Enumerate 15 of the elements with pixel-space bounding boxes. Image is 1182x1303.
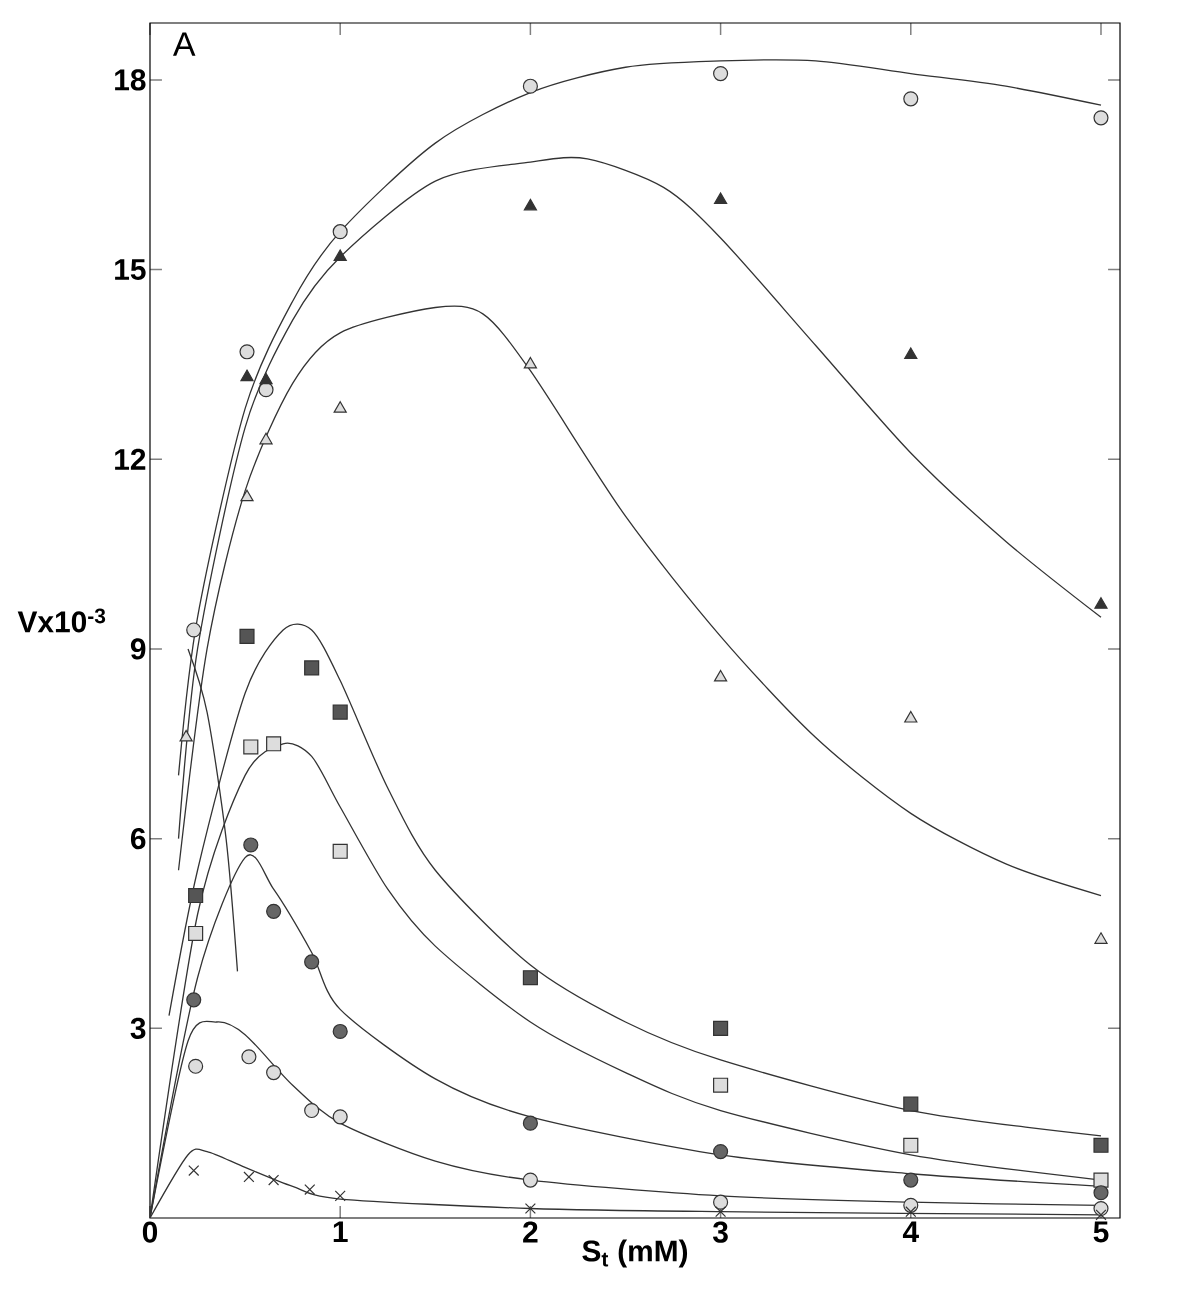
y-tick-label: 6 (130, 828, 146, 850)
x-tick-label: 4 (902, 1221, 919, 1243)
x-tick-label: 1 (333, 1221, 348, 1243)
y-tick-label: 3 (130, 1017, 146, 1039)
y-tick-label: 12 (115, 448, 146, 470)
x-tick-label: 5 (1093, 1221, 1109, 1243)
y-tick-label: 9 (130, 638, 146, 660)
x-axis-title: S$_{t}$ (mM) (582, 1239, 688, 1268)
y-axis-title: Vx10$^{-3}$ (17, 608, 106, 633)
annotation: A (172, 32, 196, 56)
x-tick-label: 3 (712, 1221, 728, 1243)
x-tick-label: 2 (523, 1221, 538, 1243)
y-tick-label: 15 (115, 259, 146, 281)
x-tick-label: 0 (142, 1221, 158, 1243)
y-tick-label: 18 (115, 69, 146, 91)
